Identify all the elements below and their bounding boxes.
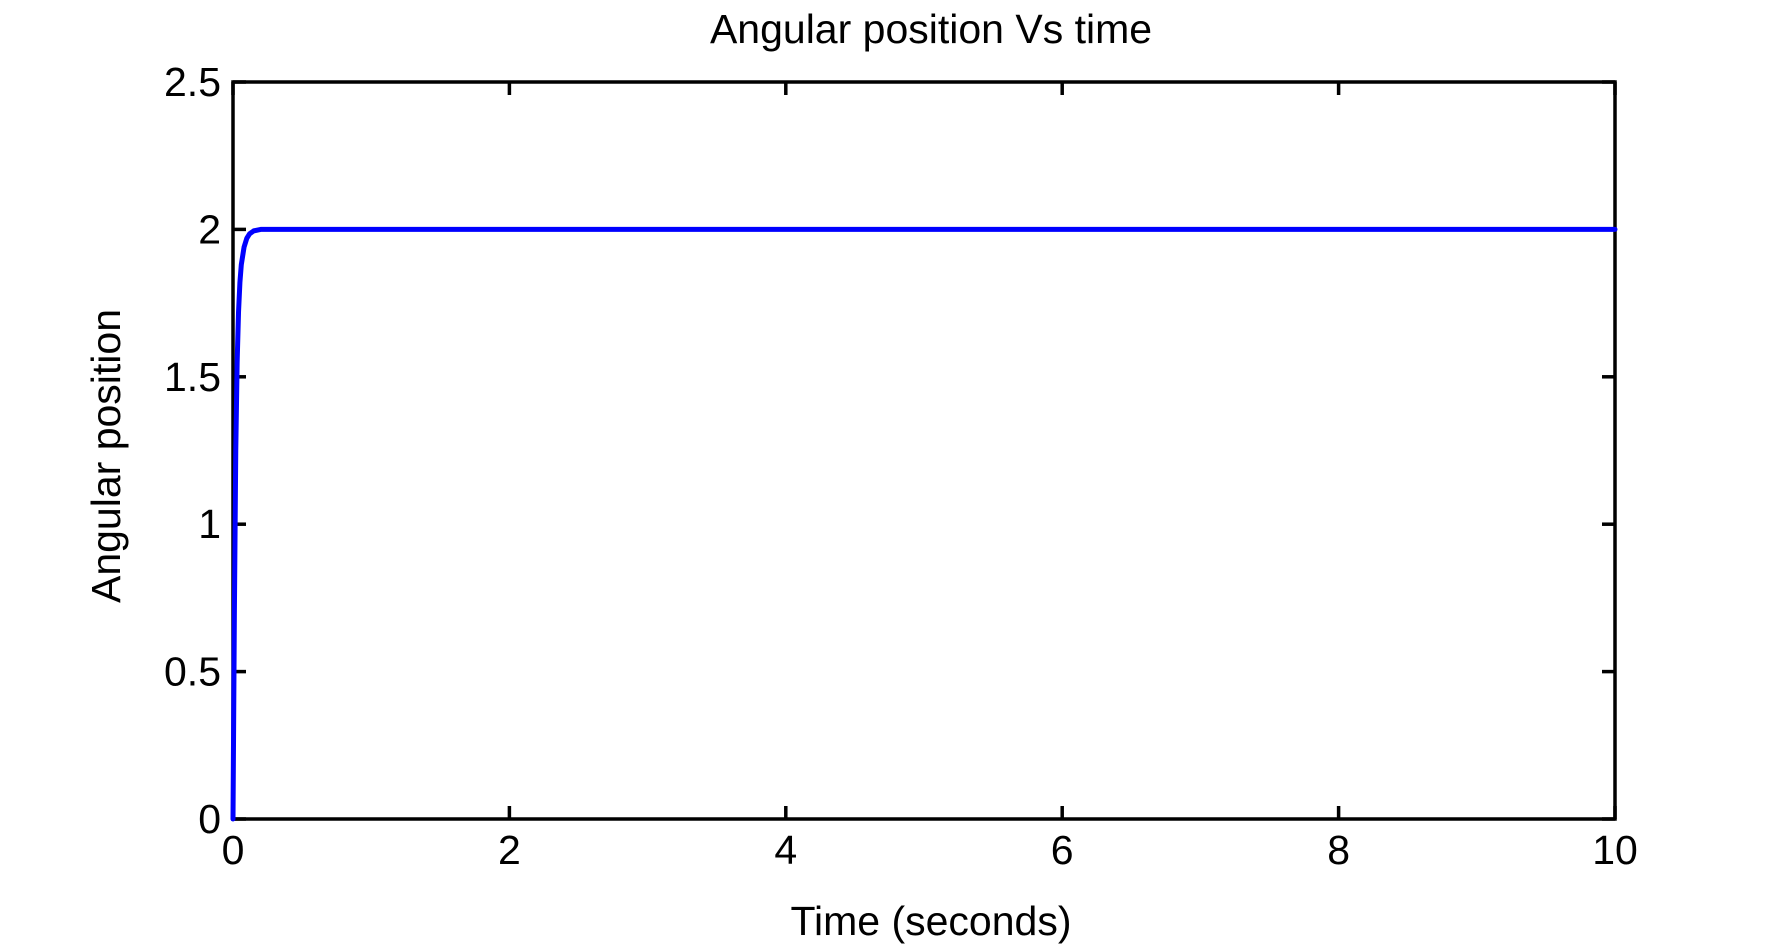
- plot-frame: [231, 80, 1617, 821]
- y-tick-label: 2.5: [164, 59, 221, 105]
- series-line: [230, 226, 1618, 822]
- x-tick-label: 10: [1592, 827, 1638, 873]
- y-tick-label: 1: [198, 501, 221, 547]
- y-axis-label: Angular position: [83, 309, 129, 603]
- chart-title: Angular position Vs time: [710, 6, 1152, 52]
- x-tick-label: 4: [774, 827, 797, 873]
- y-axis-ticks: 0 0.5 1 1.5 2 2.5: [164, 59, 1615, 842]
- x-tick-label: 2: [498, 827, 521, 873]
- x-tick-label: 8: [1327, 827, 1350, 873]
- y-tick-label: 0: [198, 796, 221, 842]
- x-tick-label: 6: [1051, 827, 1074, 873]
- x-axis-label: Time (seconds): [791, 898, 1072, 944]
- x-axis-ticks: 0 2 4 6 8 10: [222, 82, 1638, 873]
- y-tick-label: 2: [198, 206, 221, 252]
- plot-area: [231, 80, 1617, 821]
- y-tick-label: 1.5: [164, 354, 221, 400]
- y-tick-label: 0.5: [164, 649, 221, 695]
- series-layer: [230, 226, 1618, 822]
- x-tick-label: 0: [222, 827, 245, 873]
